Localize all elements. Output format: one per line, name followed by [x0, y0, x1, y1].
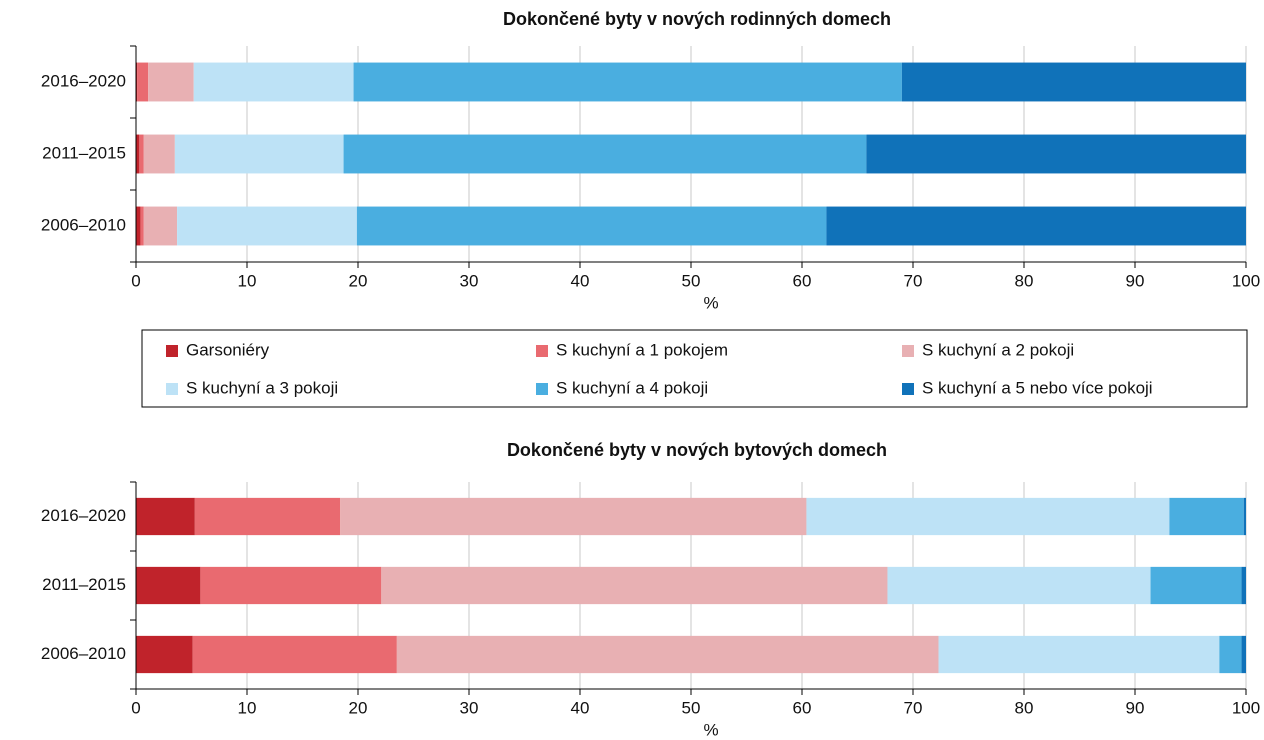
y-tick-label: 2006–2010 — [41, 644, 126, 663]
chart-title: Dokončené byty v nových bytových domech — [507, 440, 887, 460]
legend-swatch — [536, 383, 548, 395]
legend-swatch — [902, 345, 914, 357]
bar-segment — [353, 62, 902, 102]
bar-segment — [356, 206, 827, 246]
x-tick-label: 20 — [349, 271, 368, 290]
y-tick-label: 2006–2010 — [41, 215, 126, 234]
bar-segment — [806, 497, 1170, 536]
bar-segment — [143, 206, 178, 246]
bar-segment — [148, 62, 194, 102]
x-tick-label: 30 — [460, 271, 479, 290]
bar-segment — [140, 206, 144, 246]
bar-segment — [866, 134, 1246, 174]
x-tick-label: 80 — [1015, 271, 1034, 290]
bar-segment — [1241, 566, 1246, 605]
bar-segment — [192, 635, 397, 674]
legend-label: S kuchyní a 1 pokojem — [556, 340, 728, 359]
bar-segment — [826, 206, 1246, 246]
x-tick-label: 60 — [793, 698, 812, 717]
bar-segment — [136, 566, 201, 605]
bar-segment — [1150, 566, 1242, 605]
bar-segment — [136, 134, 140, 174]
x-tick-label: 80 — [1015, 698, 1034, 717]
bar-segment — [343, 134, 867, 174]
legend-label: S kuchyní a 5 nebo více pokoji — [922, 378, 1153, 397]
x-tick-label: 40 — [571, 271, 590, 290]
legend-box — [141, 329, 1248, 408]
bar-segment — [1169, 497, 1244, 536]
bar-segment — [901, 62, 1246, 102]
bar-segment — [136, 635, 193, 674]
bar-segment — [136, 62, 138, 102]
x-axis-label: % — [703, 293, 718, 312]
legend-swatch — [166, 345, 178, 357]
bar-segment — [887, 566, 1151, 605]
x-tick-label: 70 — [904, 698, 923, 717]
x-tick-label: 100 — [1232, 698, 1260, 717]
legend-swatch — [902, 383, 914, 395]
legend-label: Garsoniéry — [186, 340, 270, 359]
bar-segment — [381, 566, 888, 605]
legend-label: S kuchyní a 2 pokoji — [922, 340, 1074, 359]
x-tick-label: 90 — [1126, 271, 1145, 290]
x-tick-label: 30 — [460, 698, 479, 717]
bar-segment — [136, 206, 141, 246]
x-tick-label: 50 — [682, 271, 701, 290]
bar-segment — [136, 497, 195, 536]
bar-segment — [143, 134, 175, 174]
legend-label: S kuchyní a 4 pokoji — [556, 378, 708, 397]
x-axis-label: % — [703, 720, 718, 739]
x-tick-label: 0 — [131, 271, 140, 290]
x-tick-label: 0 — [131, 698, 140, 717]
x-tick-label: 10 — [238, 271, 257, 290]
x-tick-label: 60 — [793, 271, 812, 290]
legend-label: S kuchyní a 3 pokoji — [186, 378, 338, 397]
y-tick-label: 2011–2015 — [42, 575, 126, 594]
legend-swatch — [166, 383, 178, 395]
x-tick-label: 20 — [349, 698, 368, 717]
bar-segment — [174, 134, 344, 174]
x-tick-label: 50 — [682, 698, 701, 717]
bar-segment — [200, 566, 382, 605]
bar-segment — [938, 635, 1220, 674]
bar-segment — [1219, 635, 1242, 674]
x-tick-label: 40 — [571, 698, 590, 717]
x-tick-label: 90 — [1126, 698, 1145, 717]
bar-segment — [340, 497, 807, 536]
y-tick-label: 2011–2015 — [42, 143, 126, 162]
x-tick-label: 70 — [904, 271, 923, 290]
bar-segment — [1243, 497, 1246, 536]
bar-segment — [1241, 635, 1246, 674]
y-tick-label: 2016–2020 — [41, 71, 126, 90]
chart-title: Dokončené byty v nových rodinných domech — [503, 9, 891, 29]
bar-segment — [194, 497, 341, 536]
bar-segment — [177, 206, 357, 246]
x-tick-label: 10 — [238, 698, 257, 717]
bar-segment — [139, 134, 144, 174]
legend-swatch — [536, 345, 548, 357]
y-tick-label: 2016–2020 — [41, 506, 126, 525]
x-tick-label: 100 — [1232, 271, 1260, 290]
bar-segment — [137, 62, 149, 102]
bar-segment — [193, 62, 354, 102]
bar-segment — [396, 635, 939, 674]
